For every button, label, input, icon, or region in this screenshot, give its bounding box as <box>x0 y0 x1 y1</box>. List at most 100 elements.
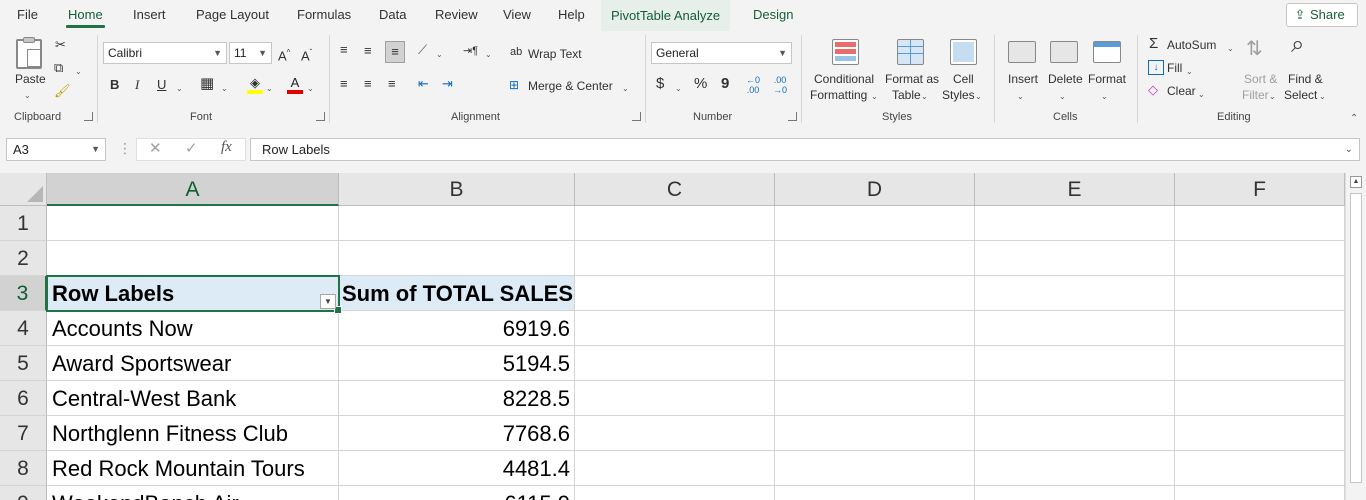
pivot-row-value[interactable]: 6919.6 <box>339 311 575 346</box>
column-header-b[interactable]: B <box>339 173 575 206</box>
merge-center-icon[interactable]: ⊞ <box>509 78 520 92</box>
row-header-8[interactable]: 8 <box>0 451 47 486</box>
insert-dropdown-icon[interactable]: ⌄ <box>1017 92 1024 101</box>
bottom-align-icon[interactable]: ≡ <box>385 41 405 63</box>
currency-dropdown-icon[interactable]: ⌄ <box>675 84 682 93</box>
row-header-1[interactable]: 1 <box>0 206 47 241</box>
sort-filter-dropdown-icon[interactable]: ⌄ <box>1269 92 1276 101</box>
fill-dropdown-icon[interactable]: ⌄ <box>1186 67 1193 76</box>
format-as-table-icon[interactable] <box>897 39 924 65</box>
fill-icon[interactable]: ↓ <box>1148 60 1164 75</box>
collapse-ribbon-icon[interactable]: ⌃ <box>1350 113 1359 124</box>
tab-help[interactable]: Help <box>558 7 585 22</box>
merge-center-button[interactable]: Merge & Center <box>528 79 613 93</box>
pivot-row-label[interactable]: Red Rock Mountain Tours <box>47 451 339 486</box>
font-name-select[interactable]: Calibri ▼ <box>103 42 227 64</box>
clipboard-launcher-icon[interactable] <box>84 112 93 121</box>
share-button[interactable]: ⇪ Share <box>1286 3 1358 27</box>
row-header-7[interactable]: 7 <box>0 416 47 451</box>
insert-cells-button[interactable]: Insert <box>1008 72 1039 86</box>
scrollbar-thumb[interactable] <box>1350 193 1362 483</box>
sort-filter-icon[interactable]: ⇅ <box>1246 38 1263 60</box>
insert-function-icon[interactable]: fx <box>221 139 232 155</box>
autosum-icon[interactable]: Σ <box>1149 35 1159 52</box>
format-table-dropdown-icon[interactable]: ⌄ <box>921 92 928 101</box>
cell-f7[interactable] <box>1175 416 1345 451</box>
cell-c8[interactable] <box>575 451 775 486</box>
align-center-icon[interactable]: ≡ <box>364 76 372 91</box>
cell-styles-dropdown-icon[interactable]: ⌄ <box>975 92 982 101</box>
find-select-label-2[interactable]: Select <box>1284 88 1318 102</box>
find-select-label-1[interactable]: Find & <box>1288 72 1323 86</box>
tab-design[interactable]: Design <box>753 7 794 22</box>
row-header-3[interactable]: 3 <box>0 276 47 311</box>
number-launcher-icon[interactable] <box>788 112 797 121</box>
cell-d4[interactable] <box>775 311 975 346</box>
autosum-button[interactable]: AutoSum <box>1167 38 1217 52</box>
delete-dropdown-icon[interactable]: ⌄ <box>1059 92 1066 101</box>
cell-e8[interactable] <box>975 451 1175 486</box>
pivot-row-label[interactable]: Award Sportswear <box>47 346 339 381</box>
expand-formula-icon[interactable]: ⌄ <box>1344 144 1353 155</box>
cell-c4[interactable] <box>575 311 775 346</box>
decrease-indent-icon[interactable]: ⇤ <box>418 76 429 91</box>
text-direction-dropdown-icon[interactable]: ⌄ <box>485 50 492 59</box>
pivot-header-sum[interactable]: Sum of TOTAL SALES <box>339 276 575 311</box>
tab-review[interactable]: Review <box>435 7 478 22</box>
cell-d2[interactable] <box>775 241 975 276</box>
alignment-launcher-icon[interactable] <box>632 112 641 121</box>
column-header-a[interactable]: A <box>47 173 339 206</box>
cut-icon[interactable]: ✂ <box>55 37 66 52</box>
borders-icon[interactable]: ▦ <box>200 75 215 92</box>
pivot-row-value[interactable]: 6115.9 <box>339 486 575 500</box>
text-direction-icon[interactable]: ⇥¶ <box>463 45 479 57</box>
scroll-up-icon[interactable]: ▲ <box>1350 176 1362 188</box>
middle-align-icon[interactable]: ≡ <box>364 43 372 58</box>
format-cells-button[interactable]: Format <box>1088 72 1127 86</box>
insert-cells-icon[interactable] <box>1008 41 1036 63</box>
format-cells-icon[interactable] <box>1093 41 1121 63</box>
borders-dropdown-icon[interactable]: ⌄ <box>221 84 228 93</box>
cell-styles-label-2[interactable]: Styles <box>942 88 975 102</box>
row-labels-filter-button[interactable]: ▼ <box>320 294 336 309</box>
fill-color-dropdown-icon[interactable]: ⌄ <box>266 84 273 93</box>
underline-button[interactable]: U <box>157 77 167 92</box>
fill-color-icon[interactable]: ◈ <box>247 75 263 94</box>
row-header-5[interactable]: 5 <box>0 346 47 381</box>
paste-dropdown-icon[interactable]: ⌄ <box>24 91 31 100</box>
cell-c7[interactable] <box>575 416 775 451</box>
cell-d7[interactable] <box>775 416 975 451</box>
cell-d5[interactable] <box>775 346 975 381</box>
paste-button[interactable]: Paste <box>15 72 46 86</box>
cell-c9[interactable] <box>575 486 775 500</box>
increase-indent-icon[interactable]: ⇥ <box>442 76 453 91</box>
pivot-row-label[interactable]: Accounts Now <box>47 311 339 346</box>
percent-style-button[interactable]: % <box>694 75 708 92</box>
conditional-formatting-label-1[interactable]: Conditional <box>814 72 875 86</box>
cell-c3[interactable] <box>575 276 775 311</box>
cell-e6[interactable] <box>975 381 1175 416</box>
pivot-row-label[interactable]: Central-West Bank <box>47 381 339 416</box>
decrease-decimal-icon[interactable]: .00 →0 <box>773 75 788 95</box>
underline-dropdown-icon[interactable]: ⌄ <box>176 84 183 93</box>
font-launcher-icon[interactable] <box>316 112 325 121</box>
row-header-2[interactable]: 2 <box>0 241 47 276</box>
column-header-c[interactable]: C <box>575 173 775 206</box>
font-color-dropdown-icon[interactable]: ⌄ <box>307 84 314 93</box>
increase-font-size-icon[interactable]: A^ <box>278 48 291 64</box>
enter-icon[interactable]: ✓ <box>185 140 198 157</box>
format-as-table-label-2[interactable]: Table <box>892 88 921 102</box>
cell-d9[interactable] <box>775 486 975 500</box>
clear-dropdown-icon[interactable]: ⌄ <box>1198 90 1205 99</box>
cell-e5[interactable] <box>975 346 1175 381</box>
vertical-scrollbar[interactable]: ▲ <box>1345 173 1366 500</box>
column-header-f[interactable]: F <box>1175 173 1345 206</box>
cell-a1[interactable] <box>47 206 339 241</box>
cell-c1[interactable] <box>575 206 775 241</box>
cell-d3[interactable] <box>775 276 975 311</box>
font-size-select[interactable]: 11 ▼ <box>229 42 272 64</box>
wrap-text-icon[interactable]: ab <box>510 46 523 58</box>
number-format-select[interactable]: General ▼ <box>651 42 792 64</box>
autosum-dropdown-icon[interactable]: ⌄ <box>1227 44 1234 53</box>
cell-a2[interactable] <box>47 241 339 276</box>
